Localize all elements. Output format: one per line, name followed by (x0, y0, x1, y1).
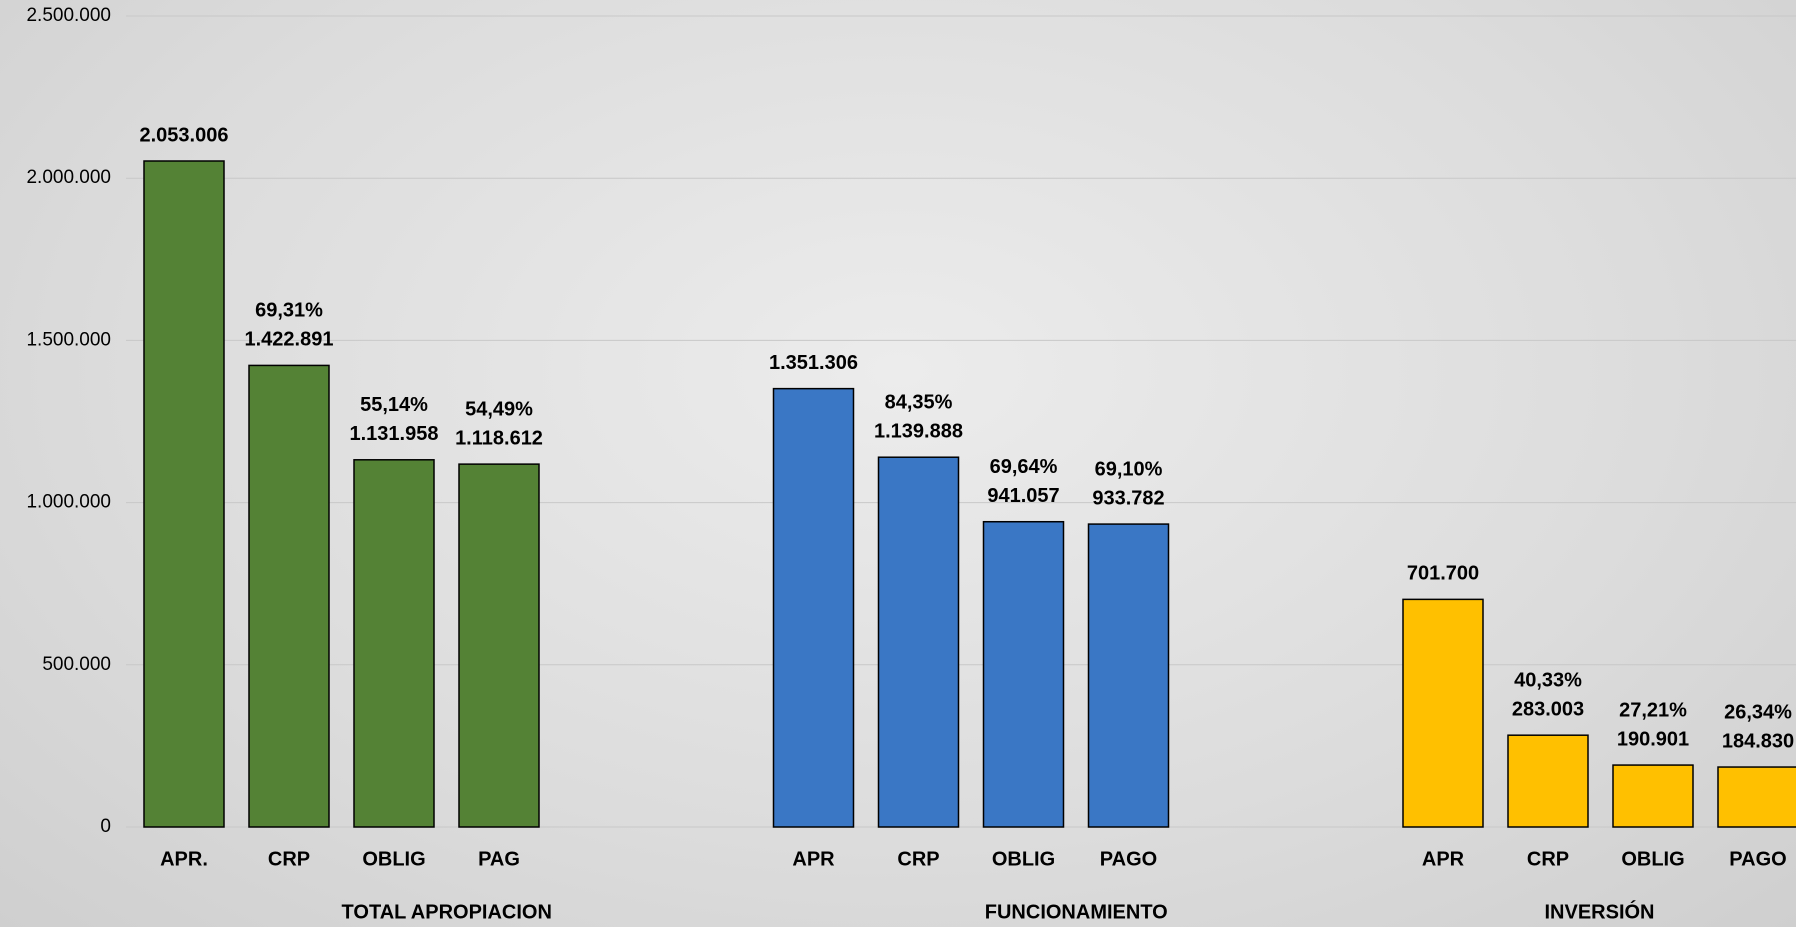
value-label: 1.118.612 (455, 427, 543, 449)
percent-label: 69,31% (255, 300, 323, 322)
bar (1613, 765, 1693, 827)
x-tick-label: CRP (897, 848, 939, 870)
percent-label: 84,35% (885, 392, 953, 414)
x-tick-label: OBLIG (362, 848, 425, 870)
x-tick-label: CRP (1527, 848, 1569, 870)
x-tick-label: APR (792, 848, 835, 870)
bar (459, 464, 539, 827)
x-tick-label: OBLIG (992, 848, 1055, 870)
value-label: 1.131.958 (350, 423, 439, 445)
x-tick-label: PAG (478, 848, 520, 870)
value-label: 1.139.888 (874, 421, 963, 443)
bar (1508, 735, 1588, 827)
bar (879, 457, 959, 827)
x-tick-label: PAGO (1729, 848, 1786, 870)
value-label: 941.057 (987, 485, 1059, 507)
percent-label: 54,49% (465, 398, 533, 420)
percent-label: 69,64% (990, 456, 1058, 478)
x-tick-label: OBLIG (1621, 848, 1684, 870)
bar (774, 389, 854, 827)
x-tick-label: APR. (160, 848, 208, 870)
group-label: INVERSIÓN (1544, 899, 1654, 923)
percent-label: 55,14% (360, 394, 428, 416)
value-label: 184.830 (1722, 730, 1794, 752)
value-label: 933.782 (1092, 487, 1164, 509)
value-label: 2.053.006 (140, 124, 229, 146)
x-tick-label: CRP (268, 848, 310, 870)
value-label: 1.351.306 (769, 352, 858, 374)
bar (249, 365, 329, 827)
y-tick-label: 0 (100, 816, 111, 837)
bar (1403, 599, 1483, 827)
chart: 0 500.000 1.000.000 1.500.000 2.000.000 2.500… (0, 0, 1796, 927)
x-tick-label: PAGO (1100, 848, 1157, 870)
percent-label: 27,21% (1619, 699, 1687, 721)
y-tick-label: 1.000.000 (26, 492, 111, 513)
bar (1089, 524, 1169, 827)
value-label: 190.901 (1617, 728, 1689, 750)
group-label: TOTAL APROPIACION (342, 901, 552, 923)
y-tick-label: 2.000.000 (26, 167, 111, 188)
value-label: 283.003 (1512, 698, 1584, 720)
y-tick-label: 1.500.000 (26, 329, 111, 350)
bar (354, 460, 434, 827)
value-label: 701.700 (1407, 563, 1479, 585)
bar (1718, 767, 1796, 827)
y-tick-label: 500.000 (42, 654, 111, 675)
percent-label: 40,33% (1514, 669, 1582, 691)
y-tick-label: 2.500.000 (26, 5, 111, 26)
x-tick-label: APR (1422, 848, 1465, 870)
bar (984, 522, 1064, 827)
percent-label: 26,34% (1724, 701, 1792, 723)
percent-label: 69,10% (1095, 458, 1163, 480)
bar (144, 161, 224, 827)
value-label: 1.422.891 (245, 329, 334, 351)
group-label: FUNCIONAMIENTO (985, 901, 1168, 923)
